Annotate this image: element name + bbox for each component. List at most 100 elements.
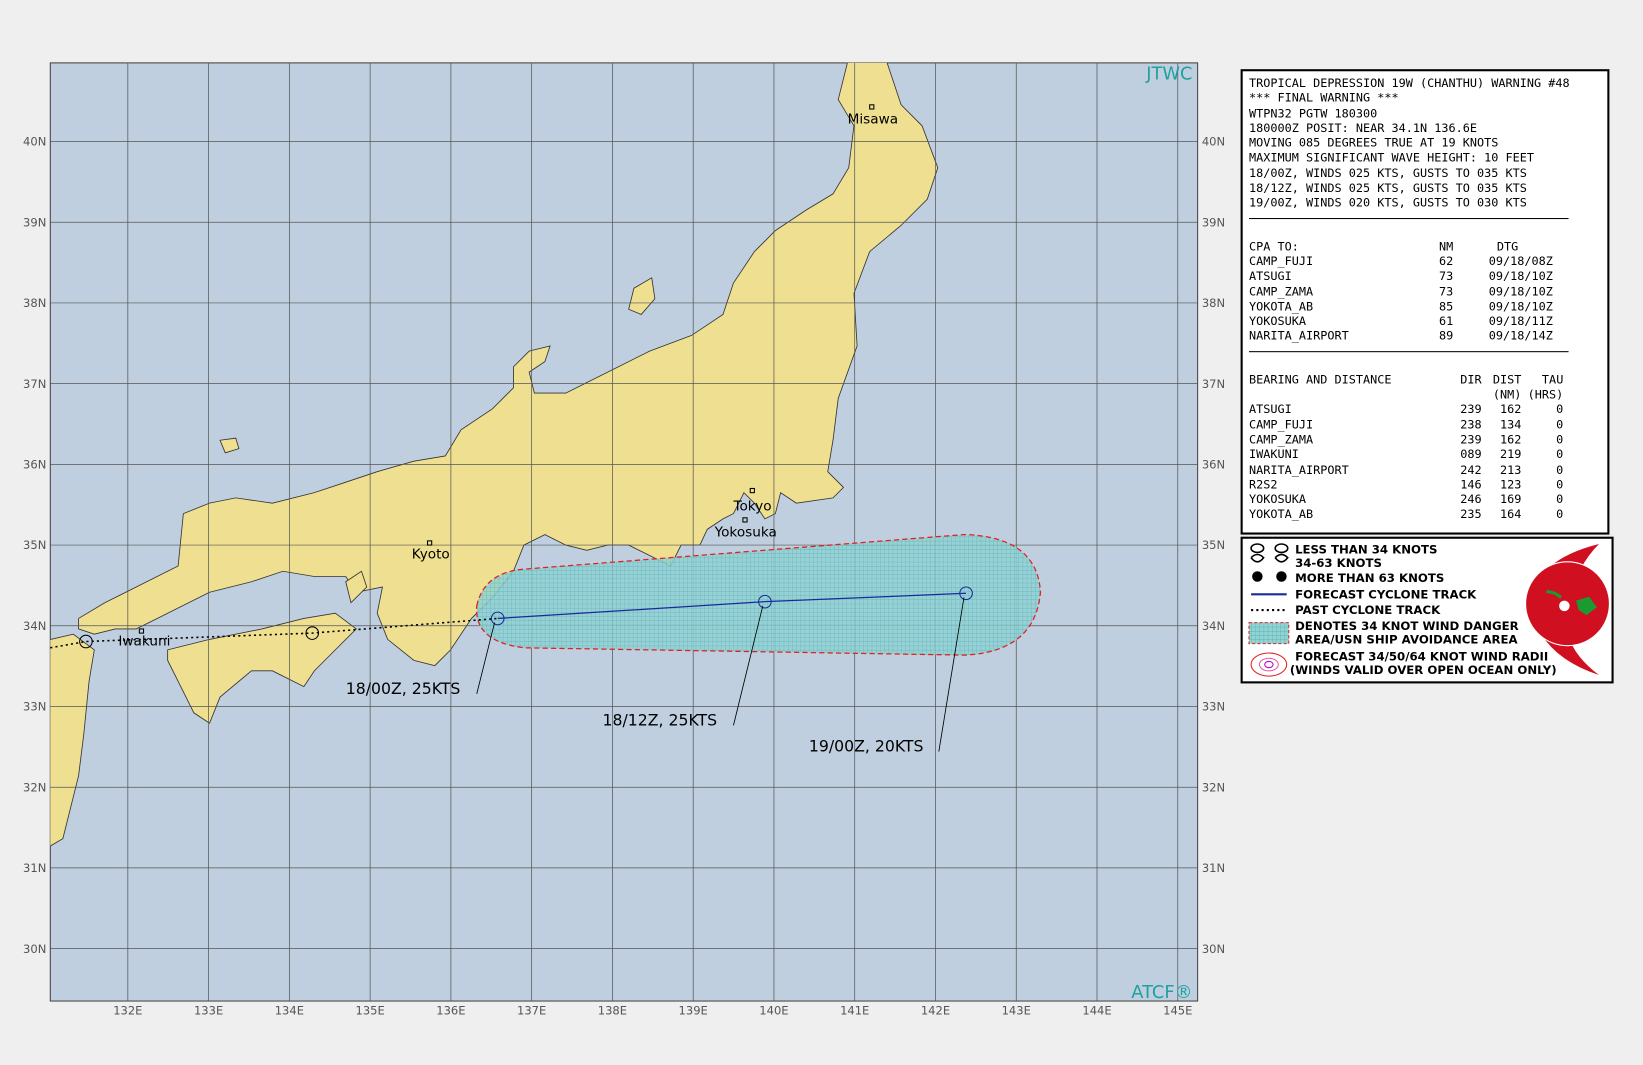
label-leader [733,605,764,726]
legend: LESS THAN 34 KNOTS 34-63 KNOTS MORE THAN… [1240,536,1614,684]
lon-label: 139E [679,1004,708,1018]
wind-radii-core-icon [1264,660,1274,669]
bearing-cell: 0 [1556,477,1564,492]
forecast-label-18-12z: 18/12Z, 25KTS [602,710,717,729]
bearing-row: NARITA_AIRPORT 242 213 0 [1249,463,1607,478]
lat-label-right: 39N [1202,215,1225,229]
cpa-cell: 09/18/10Z [1488,284,1553,299]
forecast-label-19-00z: 19/00Z, 20KTS [809,737,924,756]
lat-label-left: 33N [23,700,46,714]
bearing-header-label: BEARING AND DISTANCE [1248,372,1392,387]
cpa-cell: 61 [1439,314,1454,329]
lat-label-left: 36N [23,458,46,472]
forecast-label-18-00z: 18/00Z, 25KTS [346,679,461,698]
cpa-cell: 85 [1439,299,1454,314]
city-label-misawa: Misawa [848,112,898,128]
lon-label: 141E [840,1004,869,1018]
lat-label-left: 32N [23,780,46,794]
legend-more-than-63: MORE THAN 63 KNOTS [1295,571,1445,585]
weak-cyclone-icon [1274,543,1289,554]
lon-label: 134E [275,1004,304,1018]
cpa-cell: 73 [1439,269,1454,284]
lon-label: 133E [194,1004,223,1018]
bearing-cell: 0 [1556,417,1564,432]
bearing-cell: 089 [1460,447,1482,462]
bearing-cell: 239 [1460,402,1482,417]
bearing-cell: 0 [1556,402,1564,417]
bearing-row: CAMP_FUJI 238 134 0 [1249,418,1607,433]
lon-label: 143E [1002,1004,1031,1018]
bearing-subheader: (NM) (HRS) [1249,388,1607,403]
cpa-cell: 09/18/10Z [1488,269,1553,284]
bearing-row: ATSUGI 239 162 0 [1249,403,1607,418]
cpa-header-label: CPA TO: [1248,239,1299,254]
weak-cyclone-icon [1250,543,1265,554]
bearing-cell: 164 [1500,507,1522,522]
bearing-cell: 0 [1556,507,1564,522]
lat-label-right: 34N [1202,619,1225,633]
bearing-header: BEARING AND DISTANCE DIR DIST TAU [1249,373,1607,388]
bearing-cell: 162 [1500,402,1522,417]
spacer [1249,388,1448,403]
bearing-cell: 162 [1500,432,1522,447]
lon-label: 132E [113,1004,142,1018]
bearing-cell: YOKOSUKA [1248,492,1307,507]
label-leader [938,597,965,752]
lat-label-right: 30N [1202,942,1225,956]
warning-line: 18/12Z, WINDS 025 KTS, GUSTS TO 035 KTS [1248,181,1527,196]
lon-label: 136E [436,1004,465,1018]
city-label-kyoto: Kyoto [412,547,450,563]
lat-label-left: 34N [23,619,46,633]
lat-label-left: 37N [23,377,46,391]
warning-line: 19/00Z, WINDS 020 KTS, GUSTS TO 030 KTS [1248,196,1527,211]
cpa-cell: 09/18/11Z [1488,314,1553,329]
legend-wind-radii-1: FORECAST 34/50/64 KNOT WIND RADII [1295,649,1549,664]
lat-label-right: 37N [1202,377,1225,391]
lat-label-left: 39N [23,215,46,229]
forecast-position-marker [490,611,505,626]
label-leader [476,622,495,695]
past-position-marker [305,626,320,640]
legend-past-track: PAST CYCLONE TRACK [1295,603,1441,618]
cpa-cell: CAMP_ZAMA [1248,284,1314,299]
forecast-position-marker [959,586,973,601]
bearing-cell: R2S2 [1248,477,1278,492]
jtwc-logo [1525,544,1610,676]
bearing-row: CAMP_ZAMA 239 162 0 [1249,433,1607,448]
bearing-cell: 0 [1556,462,1564,477]
danger-area [476,533,1042,656]
cpa-cell: 09/18/10Z [1488,299,1553,314]
warning-line: 180000Z POSIT: NEAR 34.1N 136.6E [1248,121,1478,136]
cpa-cell: 09/18/14Z [1488,329,1553,344]
lon-label: 140E [759,1004,788,1018]
legend-34-63: 34-63 KNOTS [1295,556,1382,571]
oki-island [219,437,240,454]
city-label-yokosuka: Yokosuka [714,525,777,541]
legend-less-than-34: LESS THAN 34 KNOTS [1295,542,1438,557]
lon-label: 145E [1163,1004,1192,1018]
cpa-header-dtg: DTG [1496,239,1519,254]
bearing-header-tau: TAU [1541,372,1564,387]
cpa-row: YOKOSUKA 61 09/18/11Z [1249,315,1607,330]
bearing-cell: 134 [1500,417,1522,432]
lon-label: 144E [1082,1004,1111,1018]
cpa-cell: 09/18/08Z [1488,254,1553,269]
warning-line: MAXIMUM SIGNIFICANT WAVE HEIGHT: 10 FEET [1248,151,1535,166]
cpa-header: CPA TO: NM DTG [1249,240,1607,255]
bearing-cell: 169 [1500,492,1522,507]
bearing-cell: 0 [1556,447,1564,462]
bearing-cell: 246 [1460,492,1482,507]
bearing-cell: YOKOTA_AB [1248,507,1314,522]
lat-label-right: 33N [1202,700,1225,714]
wind-radii-symbol [1250,652,1288,677]
bearing-row: YOKOSUKA 246 169 0 [1249,493,1607,508]
cpa-cell: ATSUGI [1248,269,1292,284]
bearing-cell: 239 [1460,432,1482,447]
past-positions [79,626,320,649]
cpa-cell: YOKOTA_AB [1248,299,1314,314]
city-marker-iwakuni [138,628,145,634]
cpa-header-nm: NM [1439,239,1454,254]
lat-label-right: 32N [1202,780,1225,794]
lat-label-right: 35N [1202,538,1225,552]
legend-wind-radii-2: (WINDS VALID OVER OPEN OCEAN ONLY) [1289,663,1557,678]
